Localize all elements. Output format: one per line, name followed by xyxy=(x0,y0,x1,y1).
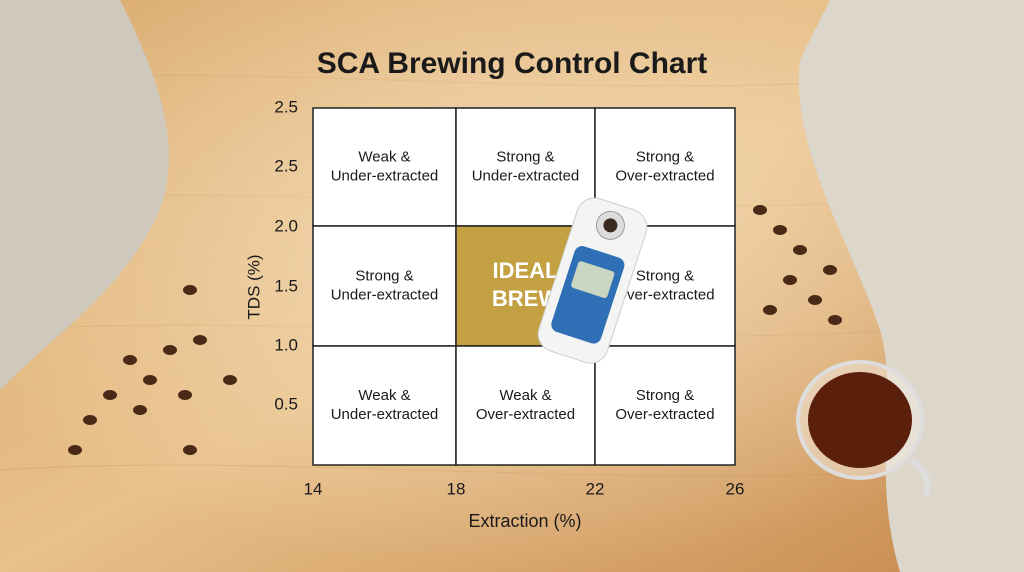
x-tick-label: 22 xyxy=(586,479,605,498)
cell-label: Weak & xyxy=(358,148,410,165)
cell-label: Over-extracted xyxy=(615,406,714,423)
y-tick-label: 1.0 xyxy=(274,335,298,354)
y-tick-label: 2.5 xyxy=(274,156,298,175)
beans xyxy=(68,205,842,455)
cell-label: Strong & xyxy=(636,387,694,404)
cell-label: Over-extracted xyxy=(476,406,575,423)
cell-label: Over-extracted xyxy=(615,286,714,303)
refractometer xyxy=(537,197,648,364)
cell-label: Under-extracted xyxy=(331,406,439,423)
control-grid: Weak & Under-extracted Strong & Under-extra… xyxy=(312,107,736,466)
x-axis-label: Extraction (%) xyxy=(468,511,581,531)
cloth-right xyxy=(798,0,1024,572)
cell xyxy=(594,345,736,466)
cloth-left xyxy=(0,0,169,390)
y-tick-label: 0.5 xyxy=(274,394,298,413)
y-axis-label: TDS (%) xyxy=(244,254,263,319)
cell-label: Strong & xyxy=(355,267,413,284)
y-tick-label: 2.0 xyxy=(274,216,298,235)
cell-label: Strong & xyxy=(636,148,694,165)
y-tick-label: 1.5 xyxy=(274,276,298,295)
cell xyxy=(312,345,457,466)
cell xyxy=(312,107,457,227)
x-tick-label: 26 xyxy=(726,479,745,498)
coffee-cup xyxy=(796,360,931,497)
cell-label: Under-extracted xyxy=(331,167,439,184)
cell-label: Weak & xyxy=(499,387,551,404)
axes: 2.5 2.5 2.0 1.5 1.0 0.5 14 18 22 26 Extraction (%)… xyxy=(244,97,744,530)
ideal-label: IDEAL xyxy=(493,258,559,283)
y-tick-label: 2.5 xyxy=(274,97,298,116)
cell xyxy=(455,345,596,466)
cell-label: Weak & xyxy=(358,387,410,404)
cell-label: Under-extracted xyxy=(472,167,580,184)
cell-label: Over-extracted xyxy=(615,167,714,184)
x-tick-label: 18 xyxy=(447,479,466,498)
title: SCA Brewing Control Chart xyxy=(317,47,708,80)
cell-label: Strong & xyxy=(496,148,554,165)
cell-label: Under-extracted xyxy=(331,286,439,303)
cell-label: Strong & xyxy=(636,267,694,284)
x-tick-label: 14 xyxy=(304,479,323,498)
